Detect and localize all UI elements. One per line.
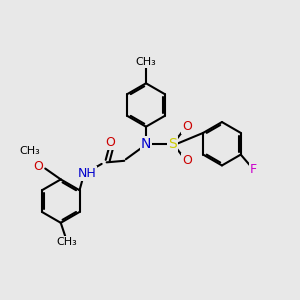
Text: O: O	[105, 136, 115, 149]
Text: O: O	[34, 160, 44, 173]
Text: F: F	[250, 163, 257, 176]
Text: NH: NH	[78, 167, 97, 180]
Text: CH₃: CH₃	[57, 237, 77, 247]
Text: N: N	[141, 137, 151, 151]
Text: O: O	[182, 154, 192, 167]
Text: CH₃: CH₃	[20, 146, 40, 156]
Text: S: S	[168, 137, 177, 151]
Text: O: O	[182, 120, 192, 133]
Text: CH₃: CH₃	[136, 57, 156, 67]
